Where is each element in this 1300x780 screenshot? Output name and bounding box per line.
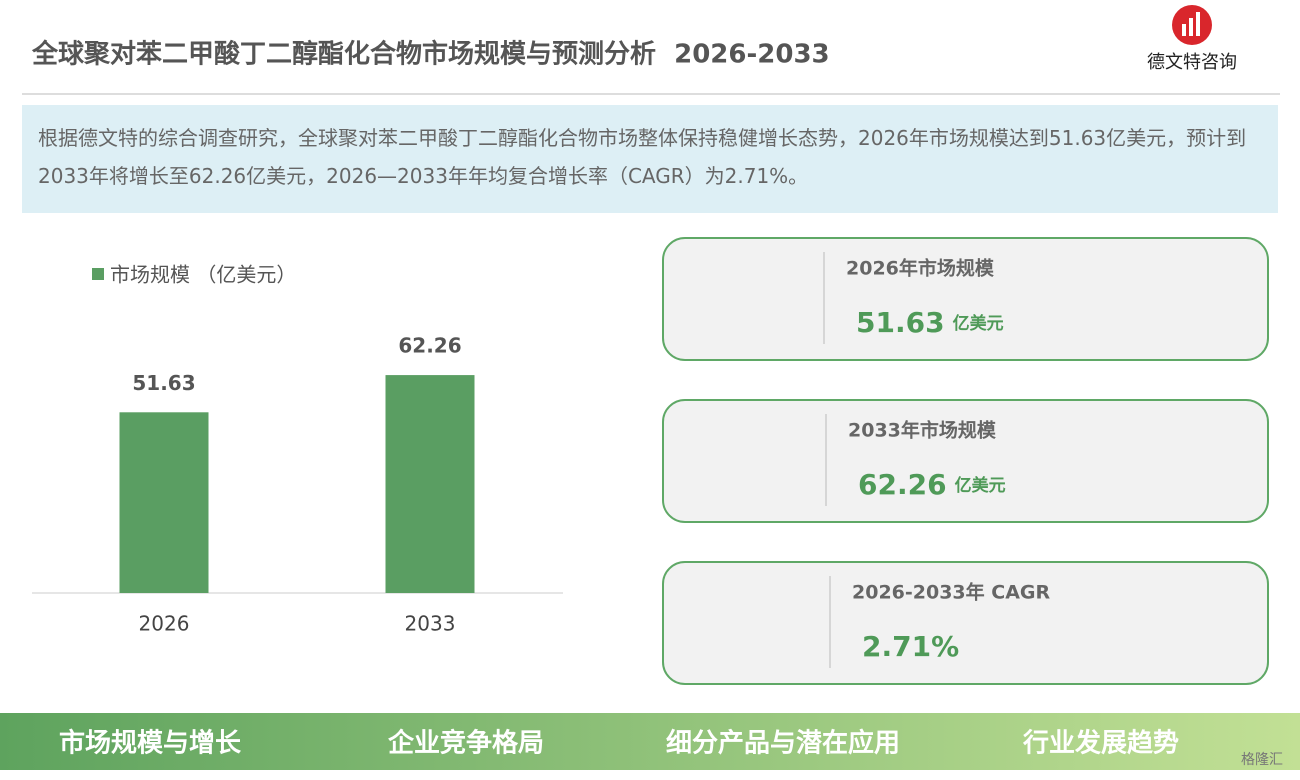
footer-tab: 企业竞争格局 (388, 728, 544, 759)
footer-tabs: 市场规模与增长 企业竞争格局 细分产品与潜在应用 行业发展趋势 (59, 728, 1179, 759)
footer-tab: 行业发展趋势 (1022, 728, 1179, 759)
card-label: 2026年市场规模 (846, 257, 995, 280)
card-number: 62.26 (858, 468, 947, 501)
logo-text: 德文特咨询 (1147, 52, 1237, 73)
logo-bar (1196, 12, 1200, 36)
x-tick-label: 2033 (405, 612, 456, 636)
card (662, 237, 1269, 361)
logo-bar (1189, 18, 1193, 36)
card-value: 51.63 亿美元 (856, 306, 1004, 339)
logo-bar (1182, 24, 1186, 36)
card-label: 2026-2033年 CAGR (852, 581, 1051, 604)
value-label: 62.26 (398, 334, 461, 358)
legend-label: 市场规模 （亿美元） (110, 263, 296, 287)
watermark: 格隆汇 (1241, 752, 1283, 768)
footer-tab: 细分产品与潜在应用 (666, 728, 900, 759)
card-unit: 亿美元 (953, 313, 1004, 334)
card-unit: 亿美元 (955, 475, 1006, 496)
card-value: 2.71% (862, 630, 959, 663)
card-label: 2033年市场规模 (848, 419, 997, 442)
value-label: 51.63 (132, 371, 195, 395)
summary: 根据德文特的综合调查研究，全球聚对苯二甲酸丁二醇酯化合物市场整体保持稳健增长态势… (22, 105, 1278, 213)
title: 全球聚对苯二甲酸丁二醇酯化合物市场规模与预测分析 2026-2033 (31, 39, 830, 70)
legend-swatch (92, 268, 104, 280)
card-number: 2.71% (862, 630, 959, 663)
bar (385, 375, 475, 593)
card-number: 51.63 (856, 306, 945, 339)
x-tick-label: 2026 (139, 612, 190, 636)
footer-tab: 市场规模与增长 (59, 728, 242, 759)
card (662, 561, 1269, 685)
cards: 2026年市场规模 51.63 亿美元 2033年市场规模 62.26 亿美元 2026-2… (662, 237, 1269, 685)
card-value: 62.26 亿美元 (858, 468, 1006, 501)
footer-band (0, 713, 1300, 770)
bar (119, 412, 209, 593)
card (662, 399, 1269, 523)
